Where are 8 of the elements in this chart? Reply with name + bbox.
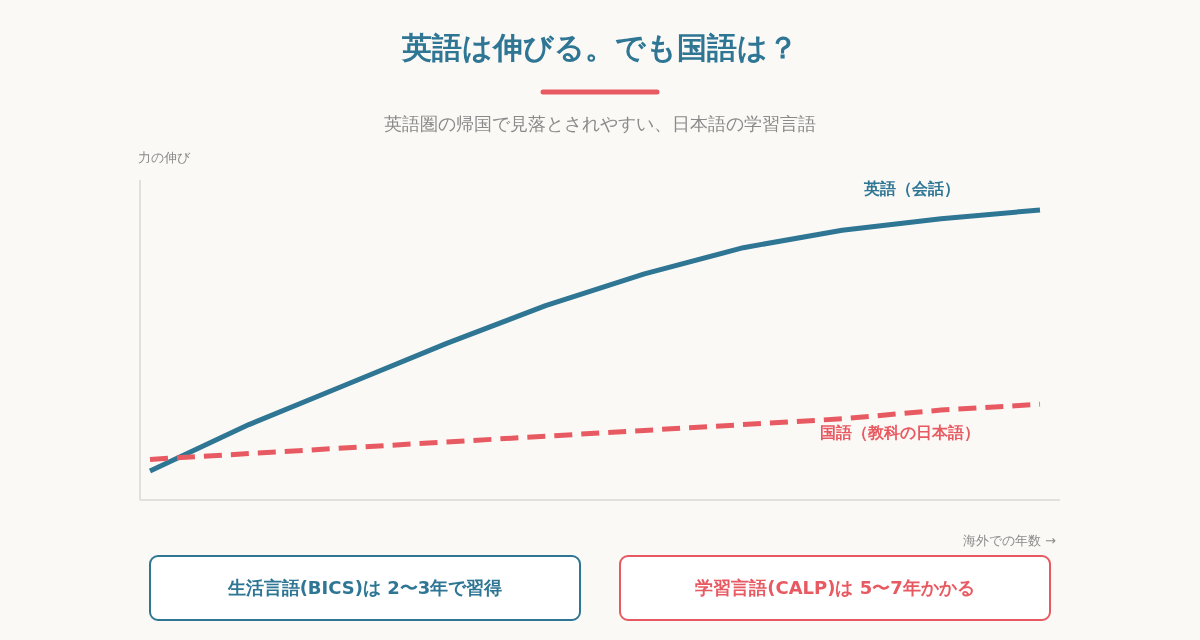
- series-label: 国語（教科の日本語）: [820, 423, 980, 443]
- chart-subtitle: 英語圏の帰国で見落とされやすい、日本語の学習言語: [384, 113, 816, 134]
- series-label: 英語（会話）: [863, 179, 960, 198]
- chart-title: 英語は伸びる。でも国語は？: [401, 30, 798, 65]
- text: 生活言語(BICS)は 2〜3年で習得: [226, 577, 503, 598]
- y-axis-title: 力の伸び: [138, 150, 191, 165]
- text: 学習言語(CALP)は 5〜7年かかる: [695, 577, 975, 598]
- x-axis-title: 海外での年数 →: [962, 533, 1057, 548]
